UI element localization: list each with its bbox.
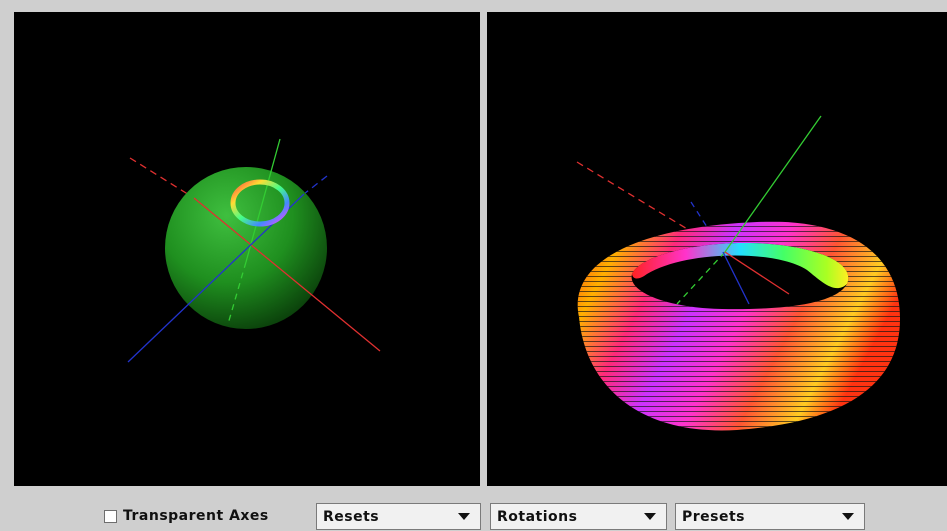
rotations-dropdown[interactable]: Rotations	[490, 503, 667, 530]
torus-wireframe	[577, 221, 901, 431]
axis-y-front	[724, 115, 822, 253]
chevron-down-icon[interactable]	[842, 513, 854, 520]
resets-dropdown[interactable]: Resets	[316, 503, 481, 530]
transparent-axes-label: Transparent Axes	[123, 508, 269, 524]
viewport-left[interactable]	[14, 12, 480, 486]
axis-x-front	[724, 251, 790, 295]
axis-y-front	[245, 138, 281, 263]
rotations-dropdown-value: Rotations	[497, 508, 578, 525]
presets-dropdown-value: Presets	[682, 508, 746, 525]
resets-dropdown-value: Resets	[323, 508, 380, 525]
control-bar: Transparent Axes Resets Rotations Preset…	[0, 500, 947, 531]
sphere-scene	[127, 138, 381, 363]
torus-rim	[632, 242, 849, 289]
chevron-down-icon[interactable]	[644, 513, 656, 520]
torus-scene	[576, 115, 901, 431]
axis-z-front	[722, 251, 750, 305]
axis-y-lower	[676, 251, 726, 305]
axis-x-front	[193, 197, 381, 352]
axis-x-back	[129, 157, 195, 199]
transparent-axes-toggle[interactable]: Transparent Axes	[104, 506, 269, 526]
sphere-surface	[165, 167, 327, 329]
axis-z-back	[303, 175, 328, 195]
presets-dropdown[interactable]: Presets	[675, 503, 865, 530]
checkbox-icon[interactable]	[104, 509, 117, 523]
ring-torus	[230, 179, 290, 227]
chevron-down-icon[interactable]	[458, 513, 470, 520]
viewport-right[interactable]	[487, 12, 947, 486]
